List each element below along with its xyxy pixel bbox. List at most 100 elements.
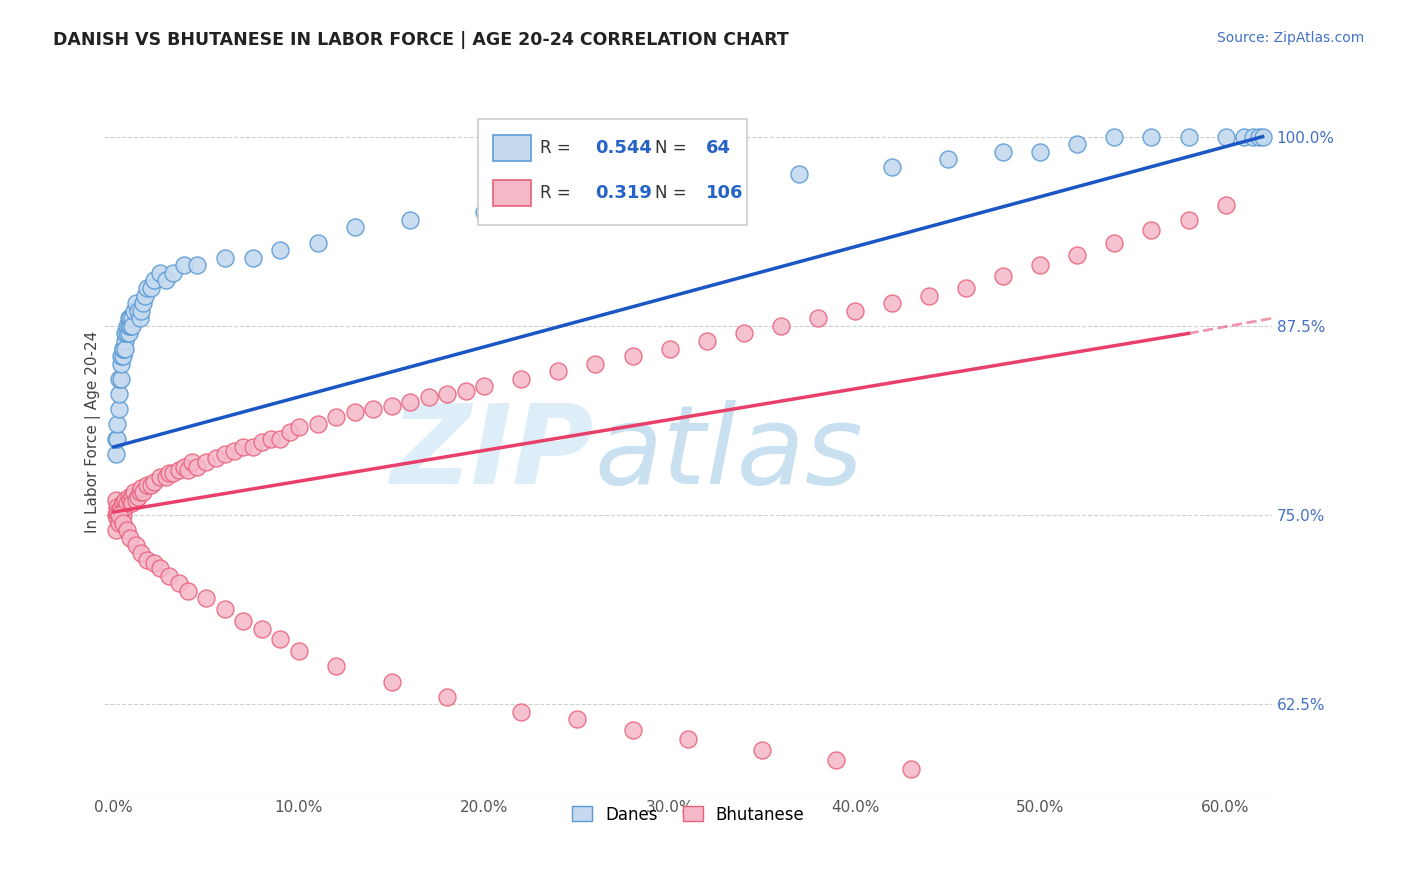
Point [936,153,959,167]
Point [117,311,139,326]
Point [1029,258,1052,272]
Point [399,394,422,409]
Point [125,296,148,310]
Point [696,175,718,189]
Point [1177,129,1199,144]
Point [751,742,773,756]
Point [155,470,177,484]
Point [108,505,131,519]
Text: 106: 106 [706,184,744,202]
Point [195,455,218,469]
Point [1215,198,1237,212]
Point [149,470,172,484]
Point [167,576,190,591]
Point [128,485,150,500]
Point [269,433,291,447]
Point [789,168,811,182]
Point [108,516,131,530]
Point [844,303,866,318]
Point [115,318,138,333]
Point [547,364,569,378]
Point [157,466,180,480]
Point [143,273,166,287]
Point [696,334,718,348]
Point [880,160,903,174]
Point [117,326,139,341]
Point [343,405,366,419]
Text: R =: R = [540,139,571,157]
Point [436,690,458,704]
Point [114,492,136,507]
Point [214,602,236,616]
Point [131,546,153,560]
Point [104,433,127,447]
Point [108,508,131,522]
Point [1104,129,1126,144]
Point [136,553,159,567]
Point [250,435,273,450]
Point [288,420,311,434]
Point [115,326,138,341]
Point [121,311,143,326]
Point [1140,223,1163,237]
Point [143,557,166,571]
Point [149,561,172,575]
Point [242,440,264,454]
Point [173,459,195,474]
Point [621,349,644,363]
Point [121,318,143,333]
Point [880,296,903,310]
Point [115,496,138,510]
Point [110,500,132,515]
Point [120,531,142,545]
Point [510,705,533,719]
Point [111,508,134,522]
Point [114,334,136,348]
Point [104,492,127,507]
Point [111,496,134,510]
Text: atlas: atlas [595,401,863,507]
Point [621,183,644,197]
Point [111,349,134,363]
Point [204,450,226,465]
Point [195,591,218,606]
Point [105,433,128,447]
Point [127,303,149,318]
Point [186,459,208,474]
Point [139,477,162,491]
Text: 0.319: 0.319 [595,184,651,202]
Point [214,251,236,265]
Point [214,448,236,462]
Point [343,220,366,235]
Point [232,440,254,454]
Point [900,762,922,776]
Point [104,448,127,462]
Point [1233,129,1256,144]
Point [260,433,283,447]
Legend: Danes, Bhutanese: Danes, Bhutanese [565,799,811,830]
Point [242,251,264,265]
Point [733,326,755,341]
Text: 64: 64 [706,139,731,157]
Point [115,523,138,537]
Point [111,342,134,356]
Point [136,281,159,295]
Point [155,273,177,287]
Point [269,243,291,257]
Point [510,372,533,386]
Point [658,342,681,356]
FancyBboxPatch shape [494,135,530,161]
Point [110,357,132,371]
Point [120,492,142,507]
Point [108,387,131,401]
Point [108,372,131,386]
Point [110,372,132,386]
Point [105,500,128,515]
Point [381,674,404,689]
Point [117,318,139,333]
Point [472,379,495,393]
Point [454,384,477,398]
Point [132,485,155,500]
Point [807,311,830,326]
Point [117,490,139,504]
